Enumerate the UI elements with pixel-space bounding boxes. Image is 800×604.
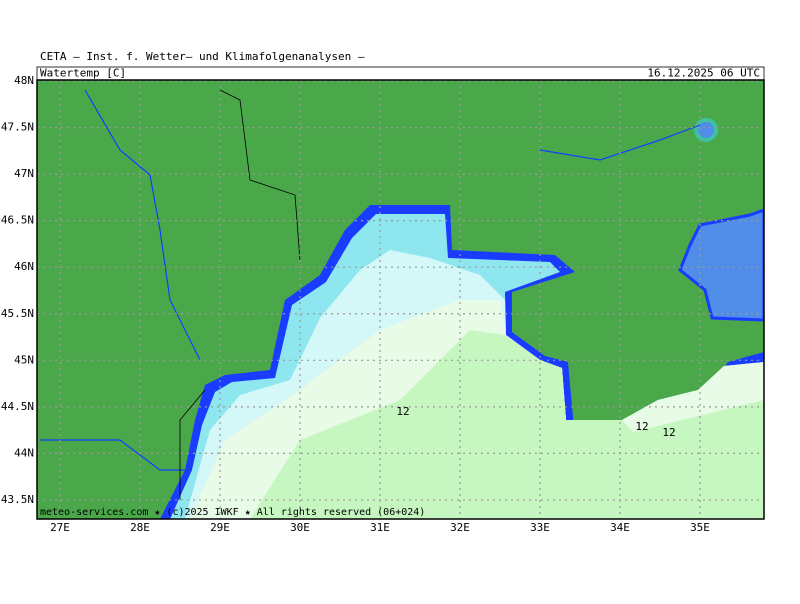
- lat-label: 47.5N: [1, 121, 34, 134]
- valid-time: 16.12.2025 06 UTC: [647, 67, 760, 80]
- lon-label: 28E: [130, 521, 150, 534]
- lon-label: 30E: [290, 521, 310, 534]
- lon-label: 33E: [530, 521, 550, 534]
- lat-label: 48N: [14, 74, 34, 87]
- lat-label: 44.5N: [1, 400, 34, 413]
- lat-label: 45N: [14, 353, 34, 366]
- lat-label: 43.5N: [1, 493, 34, 506]
- lat-label: 47N: [14, 167, 34, 180]
- lon-label: 31E: [370, 521, 390, 534]
- lat-label: 46.5N: [1, 214, 34, 227]
- map-area: [37, 80, 764, 519]
- lat-label: 45.5N: [1, 307, 34, 320]
- title: CETA – Inst. f. Wetter– und Klimafolgena…: [40, 50, 365, 63]
- lon-label: 32E: [450, 521, 470, 534]
- contour-label: 12: [662, 426, 675, 439]
- reservoir: [694, 118, 718, 142]
- lon-label: 35E: [690, 521, 710, 534]
- river: [84, 89, 201, 361]
- border: [179, 389, 206, 500]
- map-frame: [36, 79, 765, 520]
- axis-labels: 48N 47.5N 47N 46.5N 46N 45.5N 45N 44.5N 44N 43.5N…: [1, 74, 710, 534]
- river: [40, 439, 190, 471]
- lon-label: 29E: [210, 521, 230, 534]
- lon-label: 27E: [50, 521, 70, 534]
- azov-sea: [678, 208, 764, 322]
- parameter: Watertemp [C]: [40, 67, 126, 80]
- lat-label: 44N: [14, 446, 34, 459]
- sea-warm: [250, 330, 764, 519]
- credit: meteo-services.com ★ (c)2025 IWKF ★ All …: [40, 507, 425, 518]
- border: [219, 89, 301, 261]
- river: [539, 124, 701, 161]
- lon-label: 34E: [610, 521, 630, 534]
- contour-label: 12: [396, 405, 409, 418]
- lat-label: 46N: [14, 260, 34, 273]
- grid: [37, 80, 764, 519]
- contour-label: 12: [635, 420, 648, 433]
